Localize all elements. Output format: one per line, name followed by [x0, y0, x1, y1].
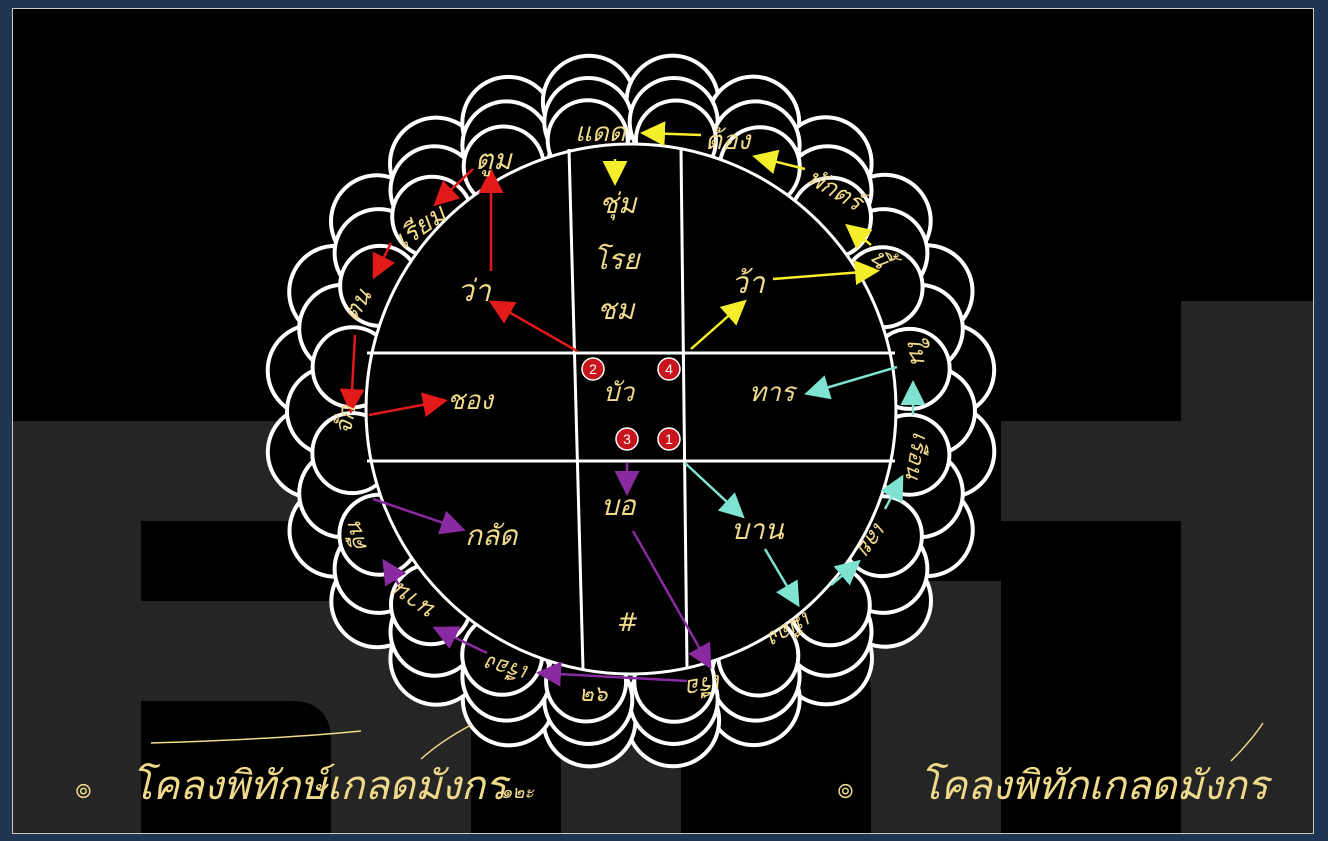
inner-word-chong: ชอง: [447, 386, 495, 416]
caption-left-bullet: ๏: [75, 772, 93, 805]
inner-word-klat: กลัด: [465, 519, 519, 552]
inner-word-roi: โรย: [593, 243, 641, 276]
watermark-shape-left: [13, 421, 471, 833]
arrow-purple-5: [382, 558, 407, 587]
arrow-red-3: [433, 168, 474, 207]
outer-word-tong: ต้อง: [705, 126, 753, 156]
svg-text:3: 3: [623, 431, 631, 447]
inner-word-chom: ชม: [597, 293, 636, 326]
arrow-cyan-4: [880, 474, 904, 510]
caption-right: โคลงพิทักเกลดมังกร: [919, 763, 1269, 809]
inner-circle: [364, 142, 898, 676]
step-markers: 2 4 3 1: [581, 357, 681, 451]
grid-line-left: [567, 148, 585, 670]
inner-words: ชุ่ม โรย ชม ว่า ว้า ชอง บัว ทาร กลัด บอ …: [447, 187, 798, 638]
flourish-left-tail: [420, 724, 472, 760]
arrow-red-4: [372, 242, 396, 280]
marker-3: 3: [615, 427, 639, 451]
arrow-yellow-1: [690, 299, 747, 350]
arrows-yellow: [602, 121, 880, 350]
arrow-red-5: [339, 334, 365, 414]
inner-word-ban: บาน: [731, 513, 784, 546]
arrow-yellow-4: [752, 149, 806, 174]
arrow-purple-6: [372, 497, 466, 535]
arrows-purple: [372, 463, 712, 687]
arrows-cyan: [684, 365, 926, 608]
inner-word-wa-left: ว่า: [457, 274, 492, 309]
flourish-right-tail: [1230, 722, 1264, 762]
grid-line-right: [679, 148, 689, 670]
outer-word-tum: ตูม: [475, 143, 513, 177]
inner-word-hash: #: [617, 608, 639, 638]
marker-2: 2: [581, 357, 605, 381]
outer-word-num: ๒๖: [579, 682, 609, 707]
diagram-panel: แดด ต้อง พักตร์ นี้ ใน เรือน เลย เมือง เ…: [12, 8, 1314, 834]
inner-circle-grid: [364, 142, 898, 676]
arrow-yellow-5: [640, 121, 702, 147]
inner-word-wa-right: ว้า: [731, 266, 766, 301]
svg-text:1: 1: [665, 431, 673, 447]
arrow-cyan-3: [830, 559, 861, 586]
caption-right-bullet: ๏: [837, 772, 855, 805]
outer-word-nai: ใน: [900, 332, 933, 365]
watermark-shape-right: [1001, 421, 1313, 833]
caption-left: โคลงพิทักษ์เกลดมังกร: [131, 763, 507, 809]
svg-text:2: 2: [589, 361, 597, 377]
arrow-purple-4: [432, 626, 488, 655]
arrow-red-6: [368, 392, 448, 417]
marker-1: 1: [657, 427, 681, 451]
outer-word-chak: จัก: [329, 402, 362, 436]
inner-word-bua: บัว: [603, 378, 636, 408]
outer-word-ruea: เรือ: [683, 668, 724, 702]
arrow-red-1: [488, 300, 578, 353]
arrow-cyan-2: [763, 548, 800, 608]
caption-flourishes: [150, 722, 1264, 762]
arrow-cyan-1: [684, 462, 745, 519]
arrow-purple-3: [536, 661, 688, 687]
inner-word-chum: ชุ่ม: [599, 187, 638, 221]
watermark-shape-right-top: [1181, 301, 1313, 421]
outer-word-daet: แดด: [575, 118, 627, 148]
arrow-cyan-6: [804, 365, 898, 400]
marker-4: 4: [657, 357, 681, 381]
inner-word-than: ทาร: [749, 378, 798, 408]
svg-text:4: 4: [665, 361, 673, 377]
inner-word-bo: บอ: [601, 489, 637, 522]
arrow-yellow-3: [845, 223, 873, 250]
arrow-yellow-2: [772, 260, 880, 286]
caption-left-suffix: ๑๒ะ: [501, 782, 534, 803]
dragon-scale-poem-diagram: แดด ต้อง พักตร์ นี้ ใน เรือน เลย เมือง เ…: [13, 53, 1313, 833]
arrow-purple-2: [631, 530, 712, 670]
arrows-red: [339, 168, 578, 417]
flourish-left: [150, 730, 362, 744]
